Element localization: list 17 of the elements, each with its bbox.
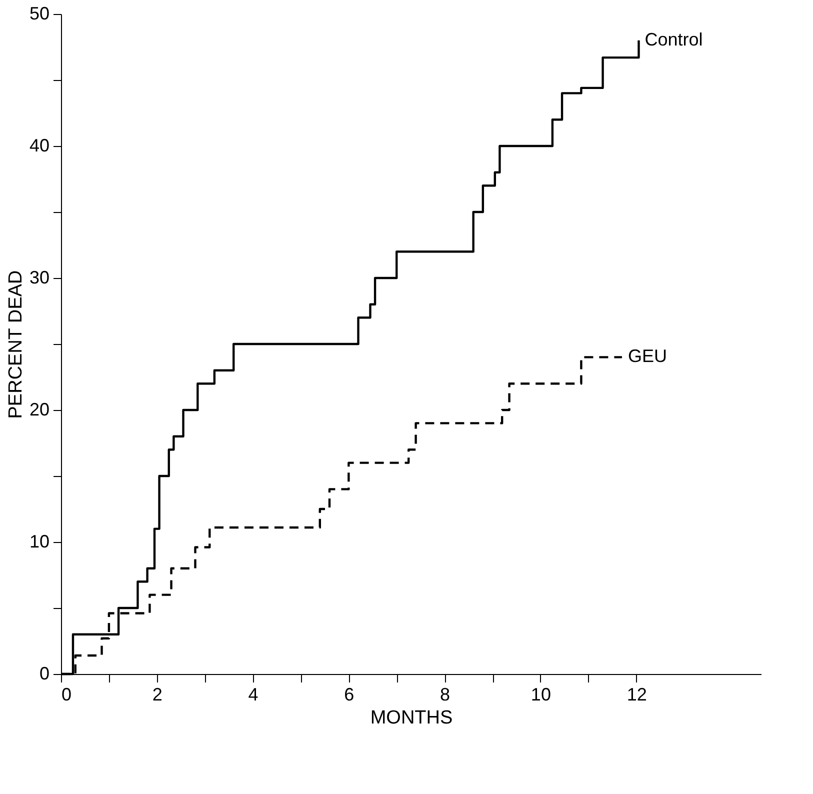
x-tick-label: 10 bbox=[530, 684, 551, 704]
series-label: GEU bbox=[628, 346, 667, 366]
x-tick-label: 2 bbox=[152, 684, 162, 704]
y-tick-label: 30 bbox=[29, 268, 50, 288]
y-tick-label: 10 bbox=[29, 532, 50, 552]
x-tick-label: 4 bbox=[248, 684, 258, 704]
y-tick-label: 50 bbox=[29, 4, 50, 24]
x-tick-label: 0 bbox=[62, 684, 72, 704]
y-axis-title: PERCENT DEAD bbox=[5, 270, 26, 419]
y-tick-label: 20 bbox=[29, 400, 50, 420]
series-label: Control bbox=[644, 29, 703, 50]
x-axis-title: MONTHS bbox=[370, 708, 453, 728]
y-tick-label: 0 bbox=[39, 664, 50, 684]
x-tick-label: 8 bbox=[440, 684, 450, 704]
x-tick-label: 12 bbox=[626, 684, 647, 704]
x-tick-label: 6 bbox=[344, 684, 354, 704]
y-tick-label: 40 bbox=[29, 136, 50, 156]
